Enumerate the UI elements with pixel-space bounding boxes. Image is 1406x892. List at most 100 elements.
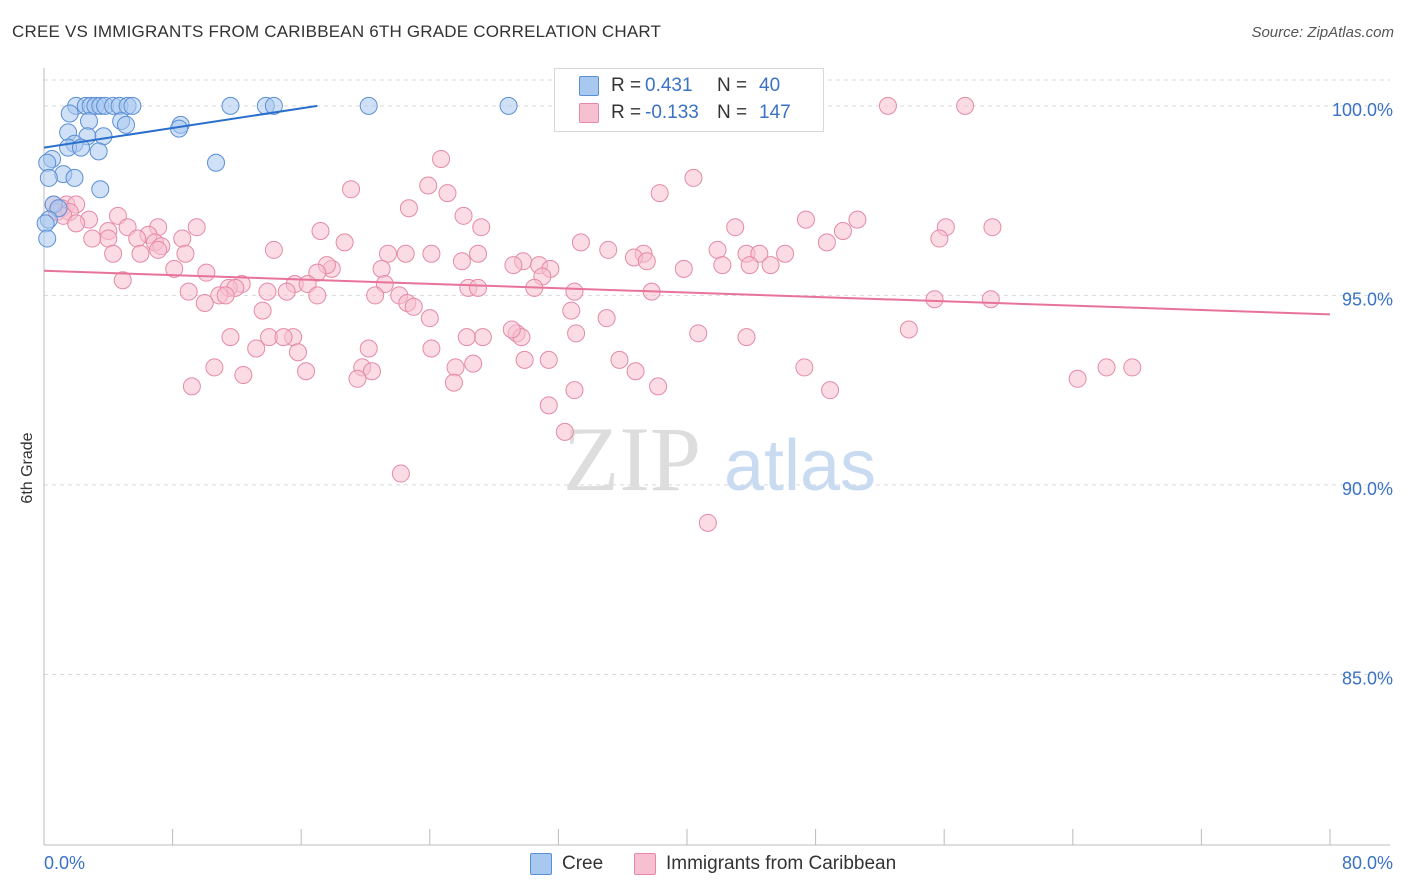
carib-point xyxy=(438,184,457,203)
cree-n-value: 40 xyxy=(759,75,781,96)
carib-point xyxy=(981,290,1000,309)
carib-point xyxy=(452,252,471,271)
chart-title: CREE VS IMMIGRANTS FROM CARIBBEAN 6TH GR… xyxy=(12,22,662,41)
y-tick-label: 100.0% xyxy=(1332,100,1393,120)
carib-point xyxy=(983,218,1002,237)
cree-legend-label: Cree xyxy=(562,853,604,874)
carib-point xyxy=(599,240,618,259)
carib-point xyxy=(396,244,415,263)
cree-r-value: 0.431 xyxy=(645,75,693,96)
carib-point xyxy=(187,218,206,237)
cree-point xyxy=(94,127,113,146)
carib-point xyxy=(650,184,669,203)
carib-point xyxy=(420,309,439,328)
carib-point xyxy=(274,328,293,347)
carib-point xyxy=(444,373,463,392)
carib-point xyxy=(234,366,253,385)
carib-point xyxy=(179,282,198,301)
carib-point xyxy=(99,229,118,248)
carib-legend-swatch xyxy=(634,853,656,875)
carib-point xyxy=(565,381,584,400)
carib-point xyxy=(597,309,616,328)
y-tick-label: 85.0% xyxy=(1342,668,1393,688)
carib-point xyxy=(216,286,235,305)
carib-point xyxy=(83,229,102,248)
carib-point xyxy=(637,252,656,271)
cree-n-label: N = xyxy=(717,75,748,96)
carib-point xyxy=(684,168,703,187)
carib-point xyxy=(649,377,668,396)
carib-point xyxy=(689,324,708,343)
carib-point xyxy=(956,96,975,115)
cree-point xyxy=(38,229,57,248)
cree-point xyxy=(116,115,135,134)
carib-point xyxy=(359,339,378,358)
cree-point xyxy=(89,142,108,161)
carib-point xyxy=(740,256,759,275)
bottom-legend-cree: Cree xyxy=(530,852,603,876)
carib-point xyxy=(504,256,523,275)
cree-point xyxy=(36,214,55,233)
carib-point xyxy=(833,221,852,240)
carib-point xyxy=(165,259,184,278)
cree-r-label: R = xyxy=(611,75,642,96)
carib-point xyxy=(247,339,266,358)
carib-point xyxy=(342,180,361,199)
cree-point xyxy=(80,112,99,131)
carib-point xyxy=(708,240,727,259)
carib-point xyxy=(277,282,296,301)
carib-point xyxy=(565,282,584,301)
carib-point xyxy=(469,278,488,297)
carib-point xyxy=(469,244,488,263)
carib-point xyxy=(311,221,330,240)
carib-point xyxy=(176,244,195,263)
x-tick-label-min: 0.0% xyxy=(44,853,85,873)
cree-point xyxy=(39,168,58,187)
cree-point xyxy=(91,180,110,199)
carib-point xyxy=(761,256,780,275)
cree-swatch xyxy=(579,76,599,96)
carib-point xyxy=(930,229,949,248)
cree-point xyxy=(221,96,240,115)
carib-point xyxy=(308,286,327,305)
carib-point xyxy=(776,244,795,263)
watermark: ZIP atlas xyxy=(563,408,876,510)
cree-point xyxy=(123,96,142,115)
carib-point xyxy=(698,513,717,532)
cree-point xyxy=(499,96,518,115)
carib-point xyxy=(264,240,283,259)
carib-point xyxy=(555,422,574,441)
carib-point xyxy=(848,210,867,229)
cree-point xyxy=(60,104,79,123)
carib-point xyxy=(205,358,224,377)
carib-point xyxy=(796,210,815,229)
carib-point xyxy=(422,244,441,263)
carib-point xyxy=(446,358,465,377)
carib-point xyxy=(288,343,307,362)
carib-point xyxy=(366,286,385,305)
carib-point xyxy=(197,263,216,282)
carib-point xyxy=(422,339,441,358)
carib-point xyxy=(379,244,398,263)
carib-point xyxy=(335,233,354,252)
y-tick-label: 95.0% xyxy=(1342,289,1393,309)
x-tick-label-max: 80.0% xyxy=(1342,853,1393,873)
cree-point xyxy=(65,168,84,187)
carib-point xyxy=(221,328,240,347)
carib-point xyxy=(726,218,745,237)
carib-point xyxy=(297,362,316,381)
carib-n-label: N = xyxy=(717,102,748,123)
carib-point xyxy=(131,244,150,263)
trend-layer xyxy=(43,104,1331,316)
carib-point xyxy=(113,271,132,290)
stats-legend: R = 0.431 N = 40 R = -0.133 N = 147 xyxy=(554,68,824,132)
carib-point xyxy=(457,328,476,347)
carib-point xyxy=(432,149,451,168)
cree-point xyxy=(264,96,283,115)
carib-point xyxy=(674,259,693,278)
carib-r-value: -0.133 xyxy=(645,102,699,123)
bottom-legend-carib: Immigrants from Caribbean xyxy=(634,852,896,876)
cree-legend-swatch xyxy=(530,853,552,875)
carib-point xyxy=(173,229,192,248)
